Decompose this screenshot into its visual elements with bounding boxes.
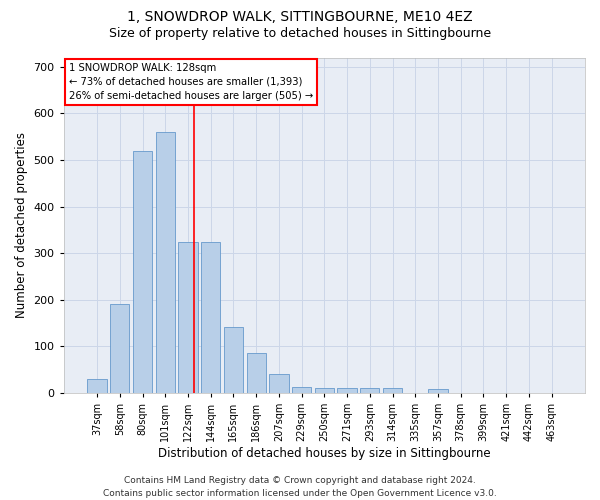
Bar <box>133 150 152 393</box>
Bar <box>88 379 107 393</box>
Bar <box>110 304 130 393</box>
Y-axis label: Number of detached properties: Number of detached properties <box>15 132 28 318</box>
Bar <box>337 388 357 393</box>
Bar <box>292 387 311 393</box>
Bar <box>269 374 289 393</box>
Bar <box>428 390 448 393</box>
Bar <box>360 388 379 393</box>
Bar <box>224 327 243 393</box>
X-axis label: Distribution of detached houses by size in Sittingbourne: Distribution of detached houses by size … <box>158 447 491 460</box>
Bar <box>247 353 266 393</box>
Text: Contains HM Land Registry data © Crown copyright and database right 2024.
Contai: Contains HM Land Registry data © Crown c… <box>103 476 497 498</box>
Text: 1 SNOWDROP WALK: 128sqm
← 73% of detached houses are smaller (1,393)
26% of semi: 1 SNOWDROP WALK: 128sqm ← 73% of detache… <box>69 62 313 100</box>
Text: 1, SNOWDROP WALK, SITTINGBOURNE, ME10 4EZ: 1, SNOWDROP WALK, SITTINGBOURNE, ME10 4E… <box>127 10 473 24</box>
Bar <box>383 388 402 393</box>
Bar <box>201 242 220 393</box>
Bar <box>155 132 175 393</box>
Text: Size of property relative to detached houses in Sittingbourne: Size of property relative to detached ho… <box>109 28 491 40</box>
Bar <box>178 242 197 393</box>
Bar <box>314 388 334 393</box>
